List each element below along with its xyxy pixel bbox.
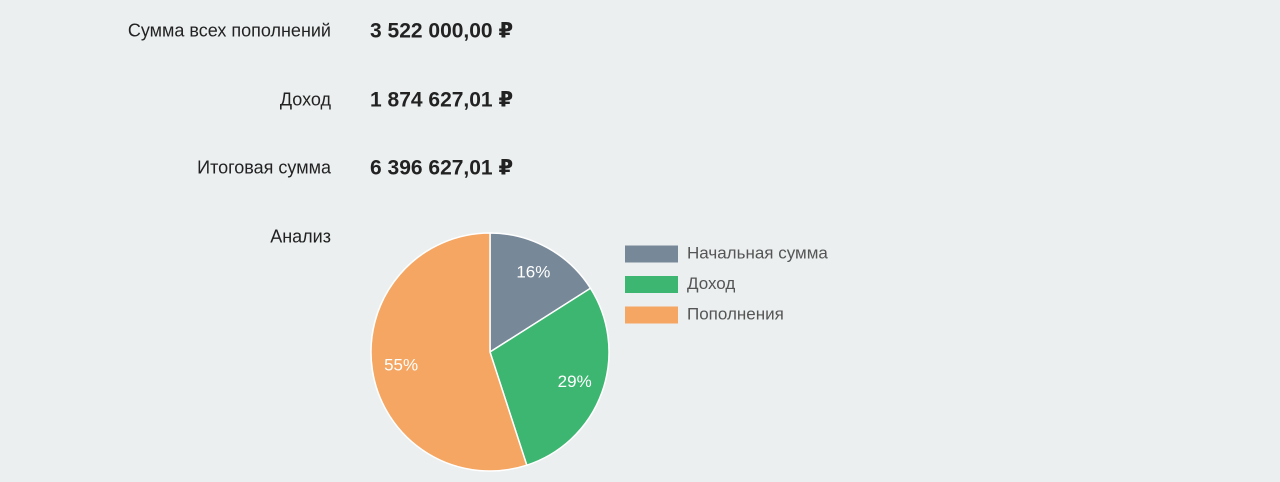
row-value: 1 874 627,01 ₽ [370, 88, 514, 112]
row-value: 6 396 627,01 ₽ [370, 156, 514, 180]
row-value: 3 522 000,00 ₽ [370, 19, 514, 43]
row-label: Сумма всех пополнений [127, 20, 331, 41]
pie-slice [489, 287, 610, 467]
legend-swatch [625, 306, 678, 324]
section-label: Анализ [270, 226, 331, 247]
pie-slice [370, 232, 528, 472]
legend-swatch [625, 245, 678, 263]
row-label: Итоговая сумма [197, 157, 331, 178]
slice-label: 16% [516, 263, 550, 282]
slice-label: 29% [558, 372, 592, 391]
legend-label: Начальная сумма [687, 243, 828, 262]
legend-swatch [625, 276, 678, 293]
legend-label: Пополнения [687, 304, 784, 323]
pie-slice [489, 232, 592, 354]
slice-label: 55% [384, 356, 418, 375]
row-label: Доход [279, 89, 331, 110]
legend-label: Доход [687, 274, 735, 293]
